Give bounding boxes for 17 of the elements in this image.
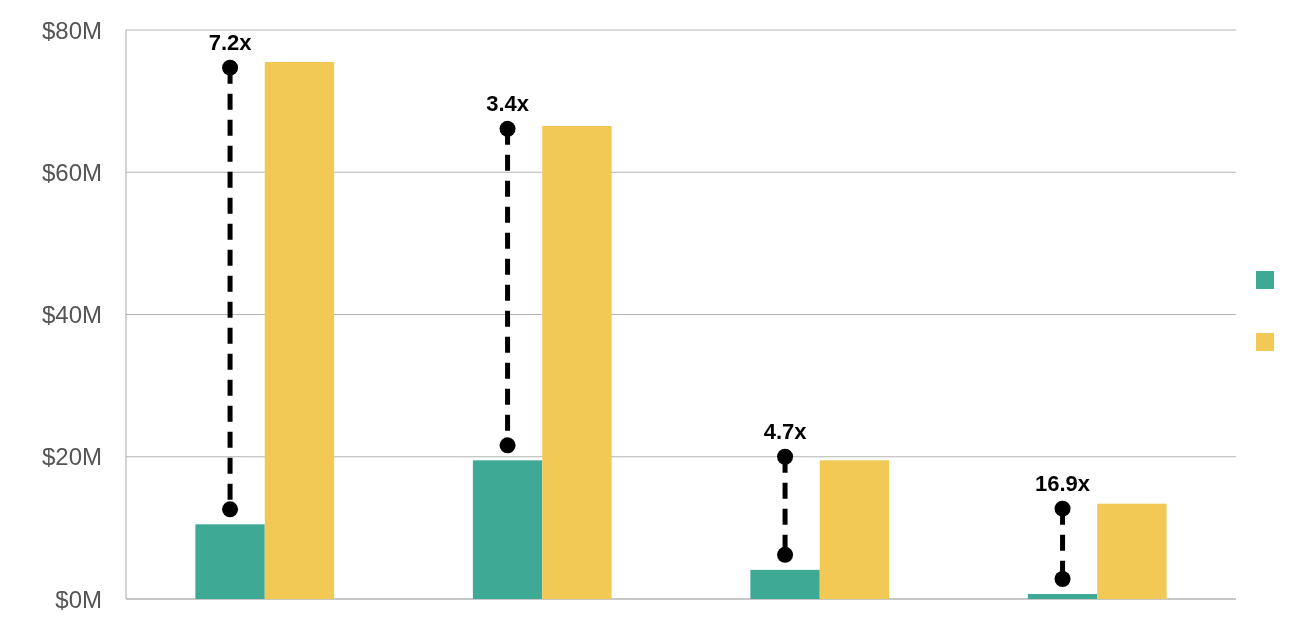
y-tick-label: $60M bbox=[41, 158, 102, 186]
bar bbox=[542, 126, 612, 599]
bar bbox=[1027, 594, 1098, 599]
annotation: 16.9x bbox=[1035, 470, 1091, 496]
bar bbox=[472, 460, 543, 599]
bar bbox=[264, 62, 335, 599]
bar bbox=[750, 569, 820, 599]
bar bbox=[195, 524, 265, 599]
annotation: 7.2x bbox=[208, 29, 253, 55]
y-tick-label: $20M bbox=[41, 443, 102, 471]
bar bbox=[819, 460, 890, 599]
bar bbox=[1097, 503, 1167, 599]
annotation: 4.7x bbox=[763, 418, 808, 444]
annotation: 3.4x bbox=[486, 90, 530, 116]
y-tick-label: $0M bbox=[55, 585, 102, 613]
y-tick-label: $80M bbox=[41, 16, 102, 44]
y-tick-label: $40M bbox=[41, 301, 102, 328]
